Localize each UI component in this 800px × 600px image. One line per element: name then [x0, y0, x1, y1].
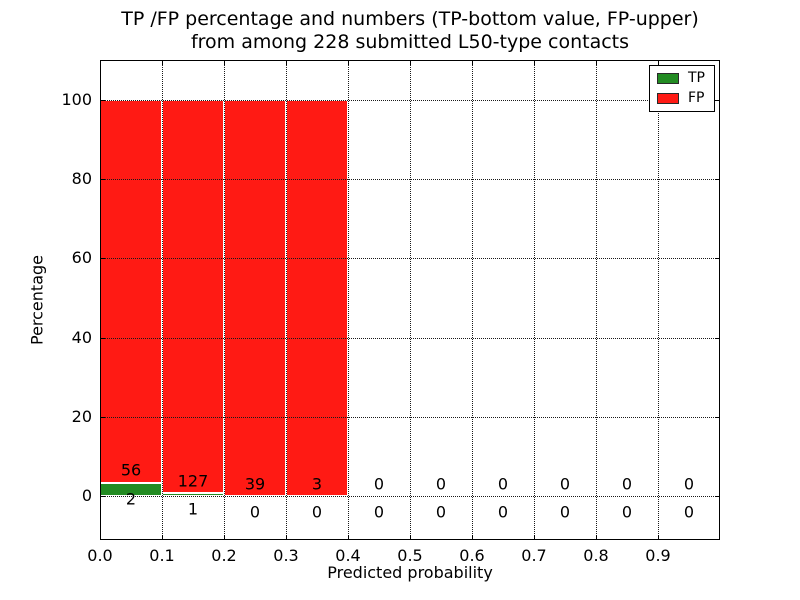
bar-count-label-fp: 0	[683, 474, 695, 494]
x-tick-mark-top	[596, 60, 597, 65]
x-tick-mark-top	[286, 60, 287, 65]
x-tick-label: 0.8	[583, 546, 609, 565]
bar-count-label-tp: 0	[559, 502, 571, 522]
x-tick-mark-top	[410, 60, 411, 65]
legend-swatch-tp	[657, 73, 679, 84]
legend-label-fp: FP	[688, 90, 705, 106]
bar-count-label-tp: 0	[497, 502, 509, 522]
x-tick-mark-top	[224, 60, 225, 65]
grid-line-vertical	[658, 60, 659, 540]
y-tick-mark-right	[715, 99, 720, 101]
y-tick-label: 0	[81, 486, 92, 506]
y-tick-mark-right	[715, 337, 720, 339]
x-tick-label: 0.0	[87, 546, 113, 565]
bar-segment-fp	[224, 99, 286, 497]
x-tick-mark-top	[162, 60, 163, 65]
x-tick-mark-bottom	[534, 535, 535, 540]
bar-count-label-fp: 39	[244, 474, 266, 494]
y-axis-label: Percentage	[27, 254, 47, 346]
y-tick-mark-left	[100, 99, 105, 101]
grid-line-vertical	[534, 60, 535, 540]
bar-count-label-fp: 0	[621, 474, 633, 494]
bar-count-label-tp: 2	[125, 489, 137, 509]
x-tick-label: 0.2	[211, 546, 237, 565]
x-tick-mark-top	[658, 60, 659, 65]
grid-line-vertical	[286, 60, 287, 540]
bar-segment-fp	[100, 99, 162, 483]
x-tick-mark-bottom	[596, 535, 597, 540]
grid-line-vertical	[224, 60, 225, 540]
bar-count-label-tp: 0	[683, 502, 695, 522]
x-tick-label: 0.4	[335, 546, 361, 565]
grid-line-vertical	[472, 60, 473, 540]
bar-count-label-fp: 0	[373, 474, 385, 494]
grid-line-vertical	[596, 60, 597, 540]
bar-segment-fp	[162, 99, 224, 494]
y-tick-mark-right	[715, 258, 720, 260]
x-tick-mark-bottom	[162, 535, 163, 540]
bar-count-label-fp: 0	[559, 474, 571, 494]
bar-count-label-fp: 56	[120, 460, 142, 480]
x-tick-mark-bottom	[100, 535, 101, 540]
x-tick-mark-bottom	[224, 535, 225, 540]
x-tick-mark-bottom	[348, 535, 349, 540]
x-tick-label: 0.5	[397, 546, 423, 565]
x-tick-mark-bottom	[286, 535, 287, 540]
chart-title-line2: from among 228 submitted L50-type contac…	[190, 31, 630, 53]
y-tick-mark-left	[100, 417, 105, 419]
bar-count-label-tp: 0	[621, 502, 633, 522]
x-tick-mark-top	[100, 60, 101, 65]
y-tick-mark-right	[715, 417, 720, 419]
bar-count-label-tp: 0	[435, 502, 447, 522]
bar-count-label-fp: 3	[311, 474, 323, 494]
x-tick-mark-top	[534, 60, 535, 65]
y-tick-mark-left	[100, 179, 105, 180]
chart-title-line1: TP /FP percentage and numbers (TP-bottom…	[121, 8, 699, 30]
y-tick-mark-right	[715, 496, 720, 498]
x-tick-mark-top	[348, 60, 349, 65]
y-tick-label: 20	[71, 407, 92, 427]
bar-count-label-fp: 127	[177, 471, 209, 491]
x-tick-label: 0.9	[645, 546, 671, 565]
x-tick-mark-bottom	[658, 535, 659, 540]
y-tick-label: 40	[71, 327, 92, 347]
bar-segment-fp	[286, 99, 348, 497]
x-axis-label: Predicted probability	[327, 563, 493, 582]
y-tick-label: 100	[61, 89, 92, 109]
x-tick-label: 0.1	[149, 546, 175, 565]
plot-area: TP FP 56 2 127 1 39 0 3 0 0 0 0 0 0 0 0 0 0 0 0 0	[100, 60, 720, 540]
y-tick-mark-left	[100, 258, 105, 260]
legend: TP FP	[649, 65, 715, 112]
bar-count-label-tp: 1	[187, 499, 199, 519]
y-tick-label: 80	[71, 169, 92, 189]
x-tick-mark-bottom	[472, 535, 473, 540]
grid-line-vertical	[162, 60, 163, 540]
y-tick-label: 60	[71, 248, 92, 268]
grid-line-vertical	[410, 60, 411, 540]
bar-count-label-tp: 0	[311, 502, 323, 522]
y-tick-mark-right	[715, 179, 720, 180]
legend-item: FP	[657, 91, 705, 106]
x-tick-mark-bottom	[410, 535, 411, 540]
x-tick-mark-top	[472, 60, 473, 65]
bar-count-label-tp: 0	[249, 502, 261, 522]
y-tick-mark-left	[100, 496, 105, 498]
bar-count-label-tp: 0	[373, 502, 385, 522]
x-tick-label: 0.6	[459, 546, 485, 565]
legend-item: TP	[657, 71, 705, 86]
x-tick-label: 0.7	[521, 546, 547, 565]
legend-label-tp: TP	[688, 70, 705, 86]
bar-count-label-fp: 0	[435, 474, 447, 494]
legend-swatch-fp	[657, 93, 679, 104]
chart-title: TP /FP percentage and numbers (TP-bottom…	[90, 8, 730, 54]
x-tick-label: 0.3	[273, 546, 299, 565]
bar-count-label-fp: 0	[497, 474, 509, 494]
grid-line-vertical	[348, 60, 349, 540]
y-tick-mark-left	[100, 337, 105, 339]
